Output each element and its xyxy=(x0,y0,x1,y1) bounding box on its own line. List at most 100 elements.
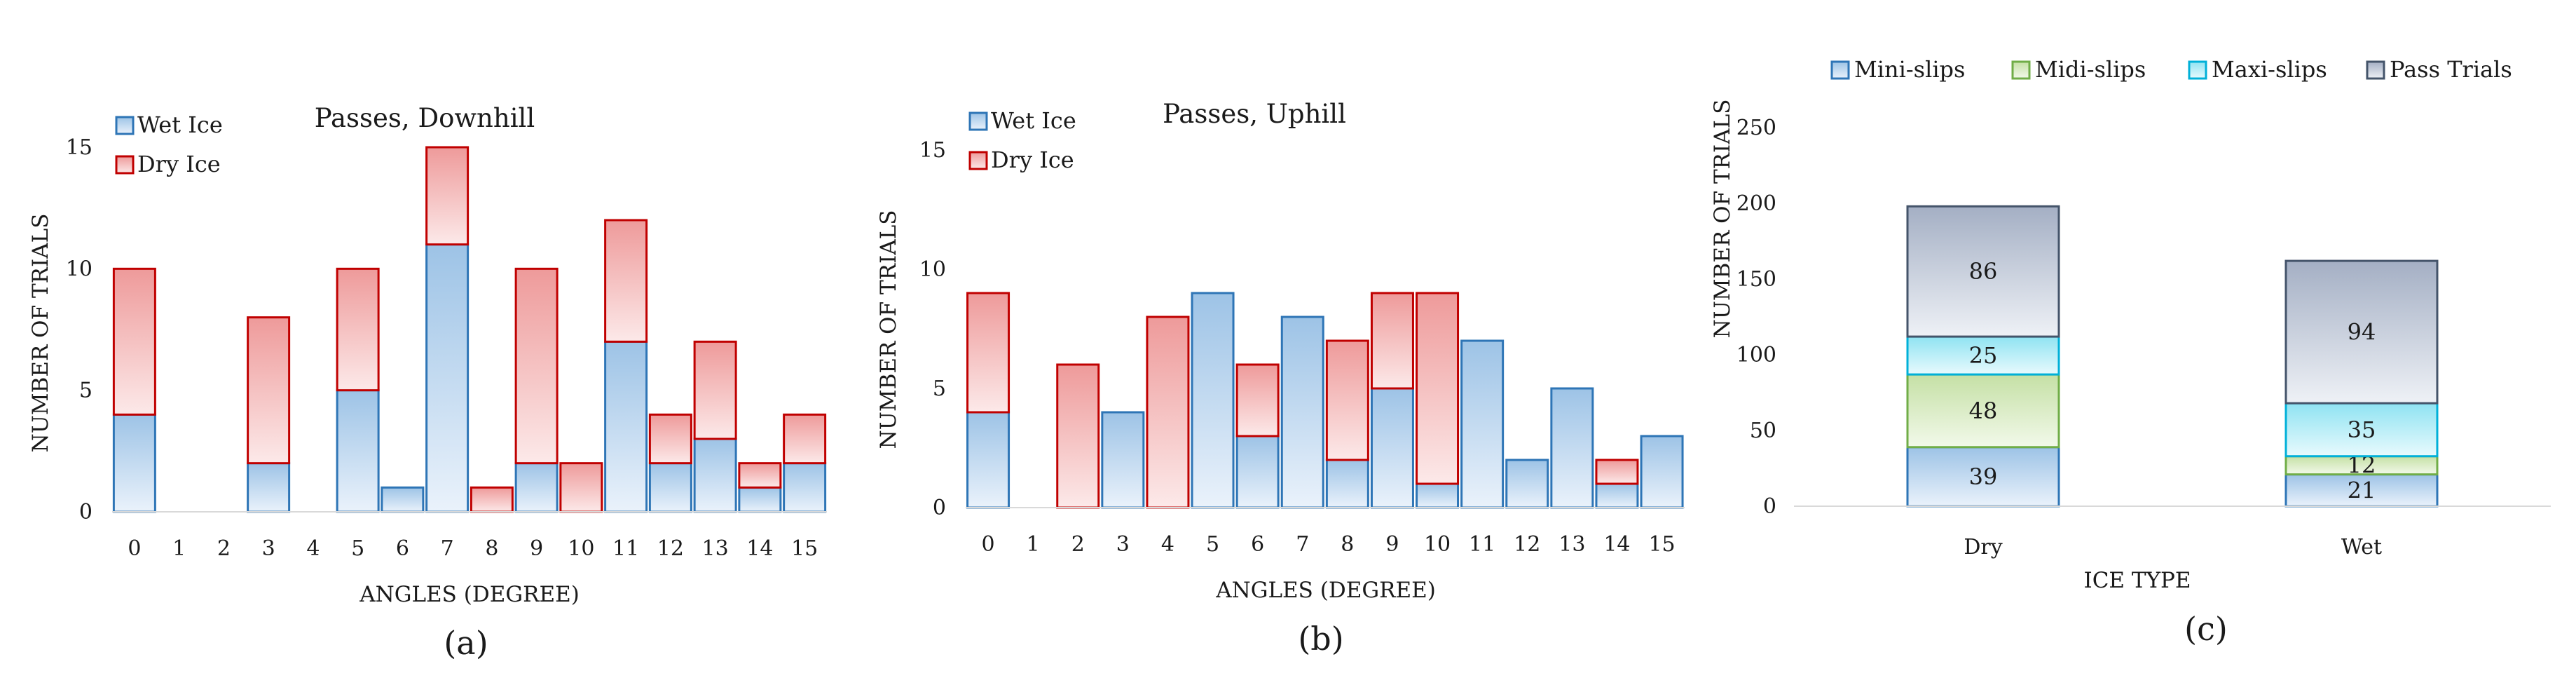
legend-dry-ice: Dry Ice xyxy=(968,147,1074,173)
x-tick-label: Dry xyxy=(1964,535,2002,559)
bar-wet-ice-13 xyxy=(1550,387,1594,509)
bar-wet-ice-11 xyxy=(1460,339,1505,509)
x-tick-label: 6 xyxy=(1251,532,1264,557)
x-tick-label: 14 xyxy=(746,536,773,561)
x-tick-label: 12 xyxy=(657,536,684,561)
y-tick-label: 15 xyxy=(919,138,946,163)
x-tick-label: 9 xyxy=(1385,532,1399,557)
chart-b-x-ticks: 0 1 2 3 4 5 6 7 8 9 10 11 12 13 14 15 xyxy=(982,532,1676,557)
bar-dry-ice-12 xyxy=(648,413,692,465)
legend-label: Pass Trials xyxy=(2390,56,2512,83)
legend-mini-slips: Mini-slips xyxy=(1830,56,1965,83)
bar-wet-ice-12 xyxy=(1505,459,1549,509)
chart-b-uphill: Passes, Uphill 0 1 2 3 4 5 6 7 8 9 10 11 12 13 14 15 05… xyxy=(876,99,1685,658)
x-tick-label: 12 xyxy=(1514,532,1540,557)
x-tick-label: 3 xyxy=(1116,532,1130,557)
bar-wet-ice-11 xyxy=(604,340,648,513)
bar-dry-ice-14 xyxy=(1595,459,1639,485)
chart-b-x-axis-title: ANGLES (DEGREE) xyxy=(1215,578,1436,603)
bar-wet-ice-15 xyxy=(1640,435,1684,509)
bar-dry-ice-7 xyxy=(425,146,470,246)
bar-wet-ice-3 xyxy=(247,462,291,513)
data-label: 21 xyxy=(2348,477,2376,503)
legend-maxi-slips: Maxi-slips xyxy=(2188,56,2327,83)
x-tick-label: 4 xyxy=(306,536,320,561)
bar-wet-ice-9 xyxy=(514,462,559,513)
x-tick-label: 11 xyxy=(612,536,639,561)
y-tick-label: 5 xyxy=(79,379,93,403)
legend-midi-slips: Midi-slips xyxy=(2011,56,2146,83)
legend-dry-ice: Dry Ice xyxy=(115,151,221,177)
bar-midi-slips-wet xyxy=(2284,455,2439,476)
bar-wet-ice-10 xyxy=(1416,482,1460,509)
legend-swatch xyxy=(968,151,988,170)
x-tick-label: 2 xyxy=(217,536,231,561)
legend-wet-ice: Wet Ice xyxy=(968,107,1076,134)
x-tick-label: 8 xyxy=(1341,532,1354,557)
legend-label: Dry Ice xyxy=(137,151,221,177)
bar-wet-ice-15 xyxy=(783,462,827,513)
x-tick-label: 6 xyxy=(396,536,409,561)
chart-a-bars xyxy=(112,146,827,513)
bar-wet-ice-7 xyxy=(1280,316,1324,509)
chart-a-downhill: Passes, Downhill 0 1 2 3 4 5 6 7 8 9 10 11 12 13 14 15 … xyxy=(28,103,827,662)
bar-maxi-slips-dry xyxy=(1906,335,2060,376)
legend-pass-trials: Pass Trials xyxy=(2366,56,2512,83)
x-tick-label: 13 xyxy=(1558,532,1585,557)
x-tick-label: 15 xyxy=(1648,532,1675,557)
legend-label: Maxi-slips xyxy=(2212,56,2327,83)
x-tick-label: 13 xyxy=(702,536,729,561)
x-tick-label: 7 xyxy=(1296,532,1309,557)
bar-wet-ice-3 xyxy=(1101,411,1145,509)
bar-dry-ice-15 xyxy=(783,413,827,465)
y-tick-label: 100 xyxy=(1736,343,1776,367)
data-label: 86 xyxy=(1969,258,1998,285)
bar-wet-ice-12 xyxy=(648,462,692,513)
chart-a-caption: (a) xyxy=(444,624,488,662)
x-tick-label: 2 xyxy=(1071,532,1085,557)
bar-wet-ice-14 xyxy=(1595,482,1639,509)
bar-dry-ice-5 xyxy=(336,267,380,392)
x-tick-label: 8 xyxy=(485,536,498,561)
x-tick-label: 1 xyxy=(172,536,186,561)
x-tick-label: Wet xyxy=(2341,535,2382,559)
x-tick-label: 15 xyxy=(791,536,818,561)
chart-a-legend: Wet Ice Dry Ice xyxy=(115,111,223,177)
bar-dry-ice-4 xyxy=(1146,316,1190,509)
legend-swatch xyxy=(2188,60,2207,80)
bar-dry-ice-10 xyxy=(1416,292,1460,485)
bar-wet-ice-5 xyxy=(1191,292,1235,509)
legend-swatch xyxy=(115,155,135,175)
bar-dry-ice-9 xyxy=(1370,292,1414,390)
bar-dry-ice-0 xyxy=(112,267,156,416)
x-tick-label: 14 xyxy=(1603,532,1630,557)
chart-a-x-ticks: 0 1 2 3 4 5 6 7 8 9 10 11 12 13 14 15 xyxy=(128,536,818,561)
bar-wet-ice-13 xyxy=(693,437,737,513)
y-tick-label: 5 xyxy=(933,376,946,401)
chart-a-title: Passes, Downhill xyxy=(315,103,535,133)
legend-label: Wet Ice xyxy=(991,107,1076,134)
y-tick-label: 10 xyxy=(919,257,946,282)
bar-wet-ice-6 xyxy=(381,486,425,513)
bar-dry-ice-0 xyxy=(966,292,1010,414)
data-label: 39 xyxy=(1969,463,1998,490)
legend-swatch xyxy=(968,111,988,131)
bar-dry-ice-8 xyxy=(470,486,514,513)
data-label: 35 xyxy=(2348,416,2376,443)
y-tick-label: 15 xyxy=(66,135,93,160)
x-tick-label: 3 xyxy=(262,536,275,561)
bar-dry-ice-10 xyxy=(559,462,603,513)
chart-b-y-axis-title: NUMBER OF TRIALS xyxy=(876,210,901,449)
bar-dry-ice-11 xyxy=(604,219,648,343)
data-label: 48 xyxy=(1969,398,1998,424)
legend-swatch xyxy=(115,116,135,135)
y-tick-label: 0 xyxy=(79,500,93,524)
x-tick-label: 7 xyxy=(441,536,454,561)
x-tick-label: 11 xyxy=(1469,532,1495,557)
x-tick-label: 0 xyxy=(982,532,995,557)
chart-b-caption: (b) xyxy=(1298,620,1343,658)
legend-label: Dry Ice xyxy=(991,147,1074,173)
chart-b-bars xyxy=(966,292,1684,509)
legend-swatch xyxy=(1830,60,1850,80)
